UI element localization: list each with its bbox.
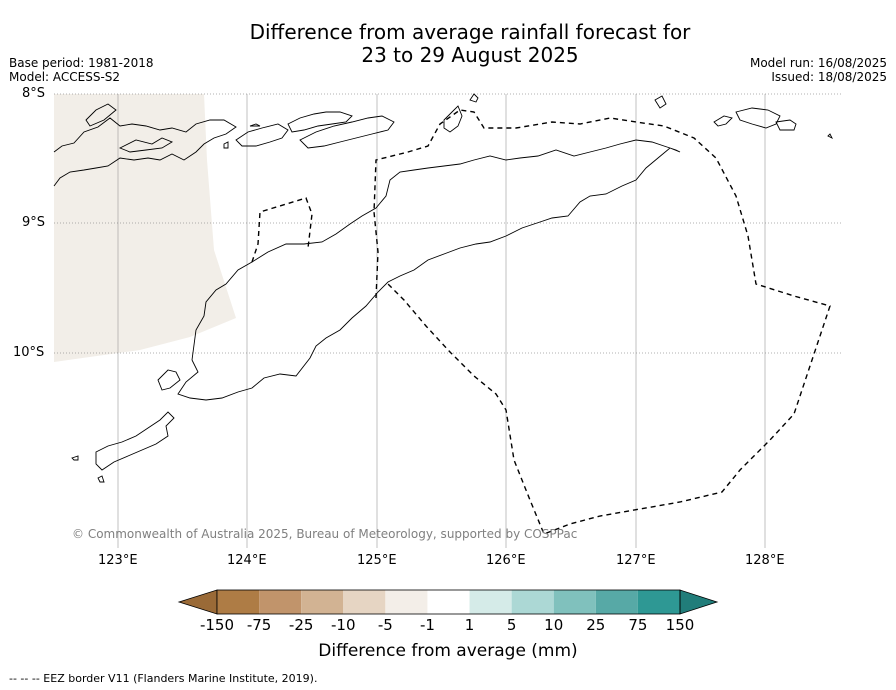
coastline-dana xyxy=(97,475,105,483)
colorbar-swatch xyxy=(637,590,680,614)
colorbar-swatch xyxy=(385,590,428,614)
chart-title-line1: Difference from average rainfall forecas… xyxy=(249,20,691,44)
coastline-timor xyxy=(177,139,681,401)
colorbar-arrow-right xyxy=(679,589,719,615)
eez-border-oecusse xyxy=(251,197,313,263)
colorbar-swatch xyxy=(217,590,260,614)
eez-borders xyxy=(251,109,831,535)
colorbar-tick-label: 150 xyxy=(665,616,695,634)
meta-right: Model run: 16/08/2025 Issued: 18/08/2025 xyxy=(750,56,887,84)
coastline-small-isle-2 xyxy=(654,95,667,109)
coastline-small-isle-1 xyxy=(469,93,479,103)
colorbar-swatch xyxy=(469,590,512,614)
colorbar-tick-label: -1 xyxy=(419,616,435,634)
colorbar-swatch xyxy=(301,590,344,614)
lon-label-128e: 128°E xyxy=(745,553,785,568)
coastline-rote xyxy=(95,411,175,471)
coastline-flores xyxy=(53,117,237,187)
issued-text: Issued: 18/08/2025 xyxy=(771,70,887,84)
lon-label-127e: 127°E xyxy=(616,553,656,568)
colorbar-tick-label: 25 xyxy=(586,616,606,634)
colorbar-tick-label: 75 xyxy=(628,616,648,634)
coastline-pantar xyxy=(287,111,353,133)
chart-title-line2: 23 to 29 August 2025 xyxy=(361,43,579,67)
colorbar-swatch xyxy=(595,590,638,614)
land-mask-area xyxy=(54,94,236,362)
colorbar-swatch xyxy=(259,590,302,614)
colorbar-swatch xyxy=(427,590,470,614)
coastline-small-isle-4 xyxy=(223,141,229,149)
model-text: Model: ACCESS-S2 xyxy=(9,70,121,84)
coastline-babar-3 xyxy=(775,119,797,131)
colorbar-border xyxy=(216,589,681,615)
longitude-gridlines xyxy=(117,94,766,548)
coastline-flores-inner xyxy=(85,103,117,127)
coastlines xyxy=(53,93,834,483)
coastline-wetar-west xyxy=(443,105,463,133)
colorbar-tick-label: -25 xyxy=(288,616,314,634)
colorbar-tick-label: 1 xyxy=(464,616,475,634)
colorbar-tick-label: -10 xyxy=(331,616,356,634)
coastline-lembata xyxy=(235,123,289,147)
coastline-adonara xyxy=(118,137,174,153)
base-period-text: Base period: 1981-2018 xyxy=(9,56,154,70)
colorbar-tick-label: 10 xyxy=(544,616,564,634)
lon-label-123e: 123°E xyxy=(98,553,138,568)
lat-label-9s: 9°S xyxy=(22,215,46,230)
coastline-small-isle-5 xyxy=(249,123,261,127)
colorbar-tick-label: -150 xyxy=(199,616,235,634)
meta-left: Base period: 1981-2018 Model: ACCESS-S2 xyxy=(9,56,154,84)
colorbar-tick-label: 5 xyxy=(506,616,517,634)
latitude-gridlines xyxy=(54,93,843,354)
colorbar-swatch xyxy=(343,590,386,614)
lon-label-126e: 126°E xyxy=(486,553,526,568)
coastline-semau xyxy=(157,369,181,391)
lat-label-10s: 10°S xyxy=(13,345,45,360)
colorbar-swatch xyxy=(553,590,596,614)
colorbar-arrow-left xyxy=(177,589,218,615)
coastline-ndao xyxy=(71,455,79,461)
colorbar-title: Difference from average (mm) xyxy=(318,641,578,661)
coastline-small-isle-3 xyxy=(827,133,834,140)
colorbar-tick-label: -5 xyxy=(377,616,393,634)
colorbar-tick-label: -75 xyxy=(246,616,272,634)
copyright-text: © Commonwealth of Australia 2025, Bureau… xyxy=(72,527,578,541)
coastline-alor xyxy=(299,115,395,149)
colorbar-swatch xyxy=(511,590,554,614)
eez-border-timor-leste xyxy=(373,109,831,535)
coastline-babar-2 xyxy=(735,107,781,129)
lon-label-125e: 125°E xyxy=(357,553,397,568)
eez-legend-text: -- -- -- EEZ border V11 (Flanders Marine… xyxy=(9,672,318,685)
lat-label-8s: 8°S xyxy=(22,86,46,101)
coastline-babar-1 xyxy=(713,115,733,127)
model-run-text: Model run: 16/08/2025 xyxy=(749,56,887,70)
lon-label-124e: 124°E xyxy=(227,553,267,568)
